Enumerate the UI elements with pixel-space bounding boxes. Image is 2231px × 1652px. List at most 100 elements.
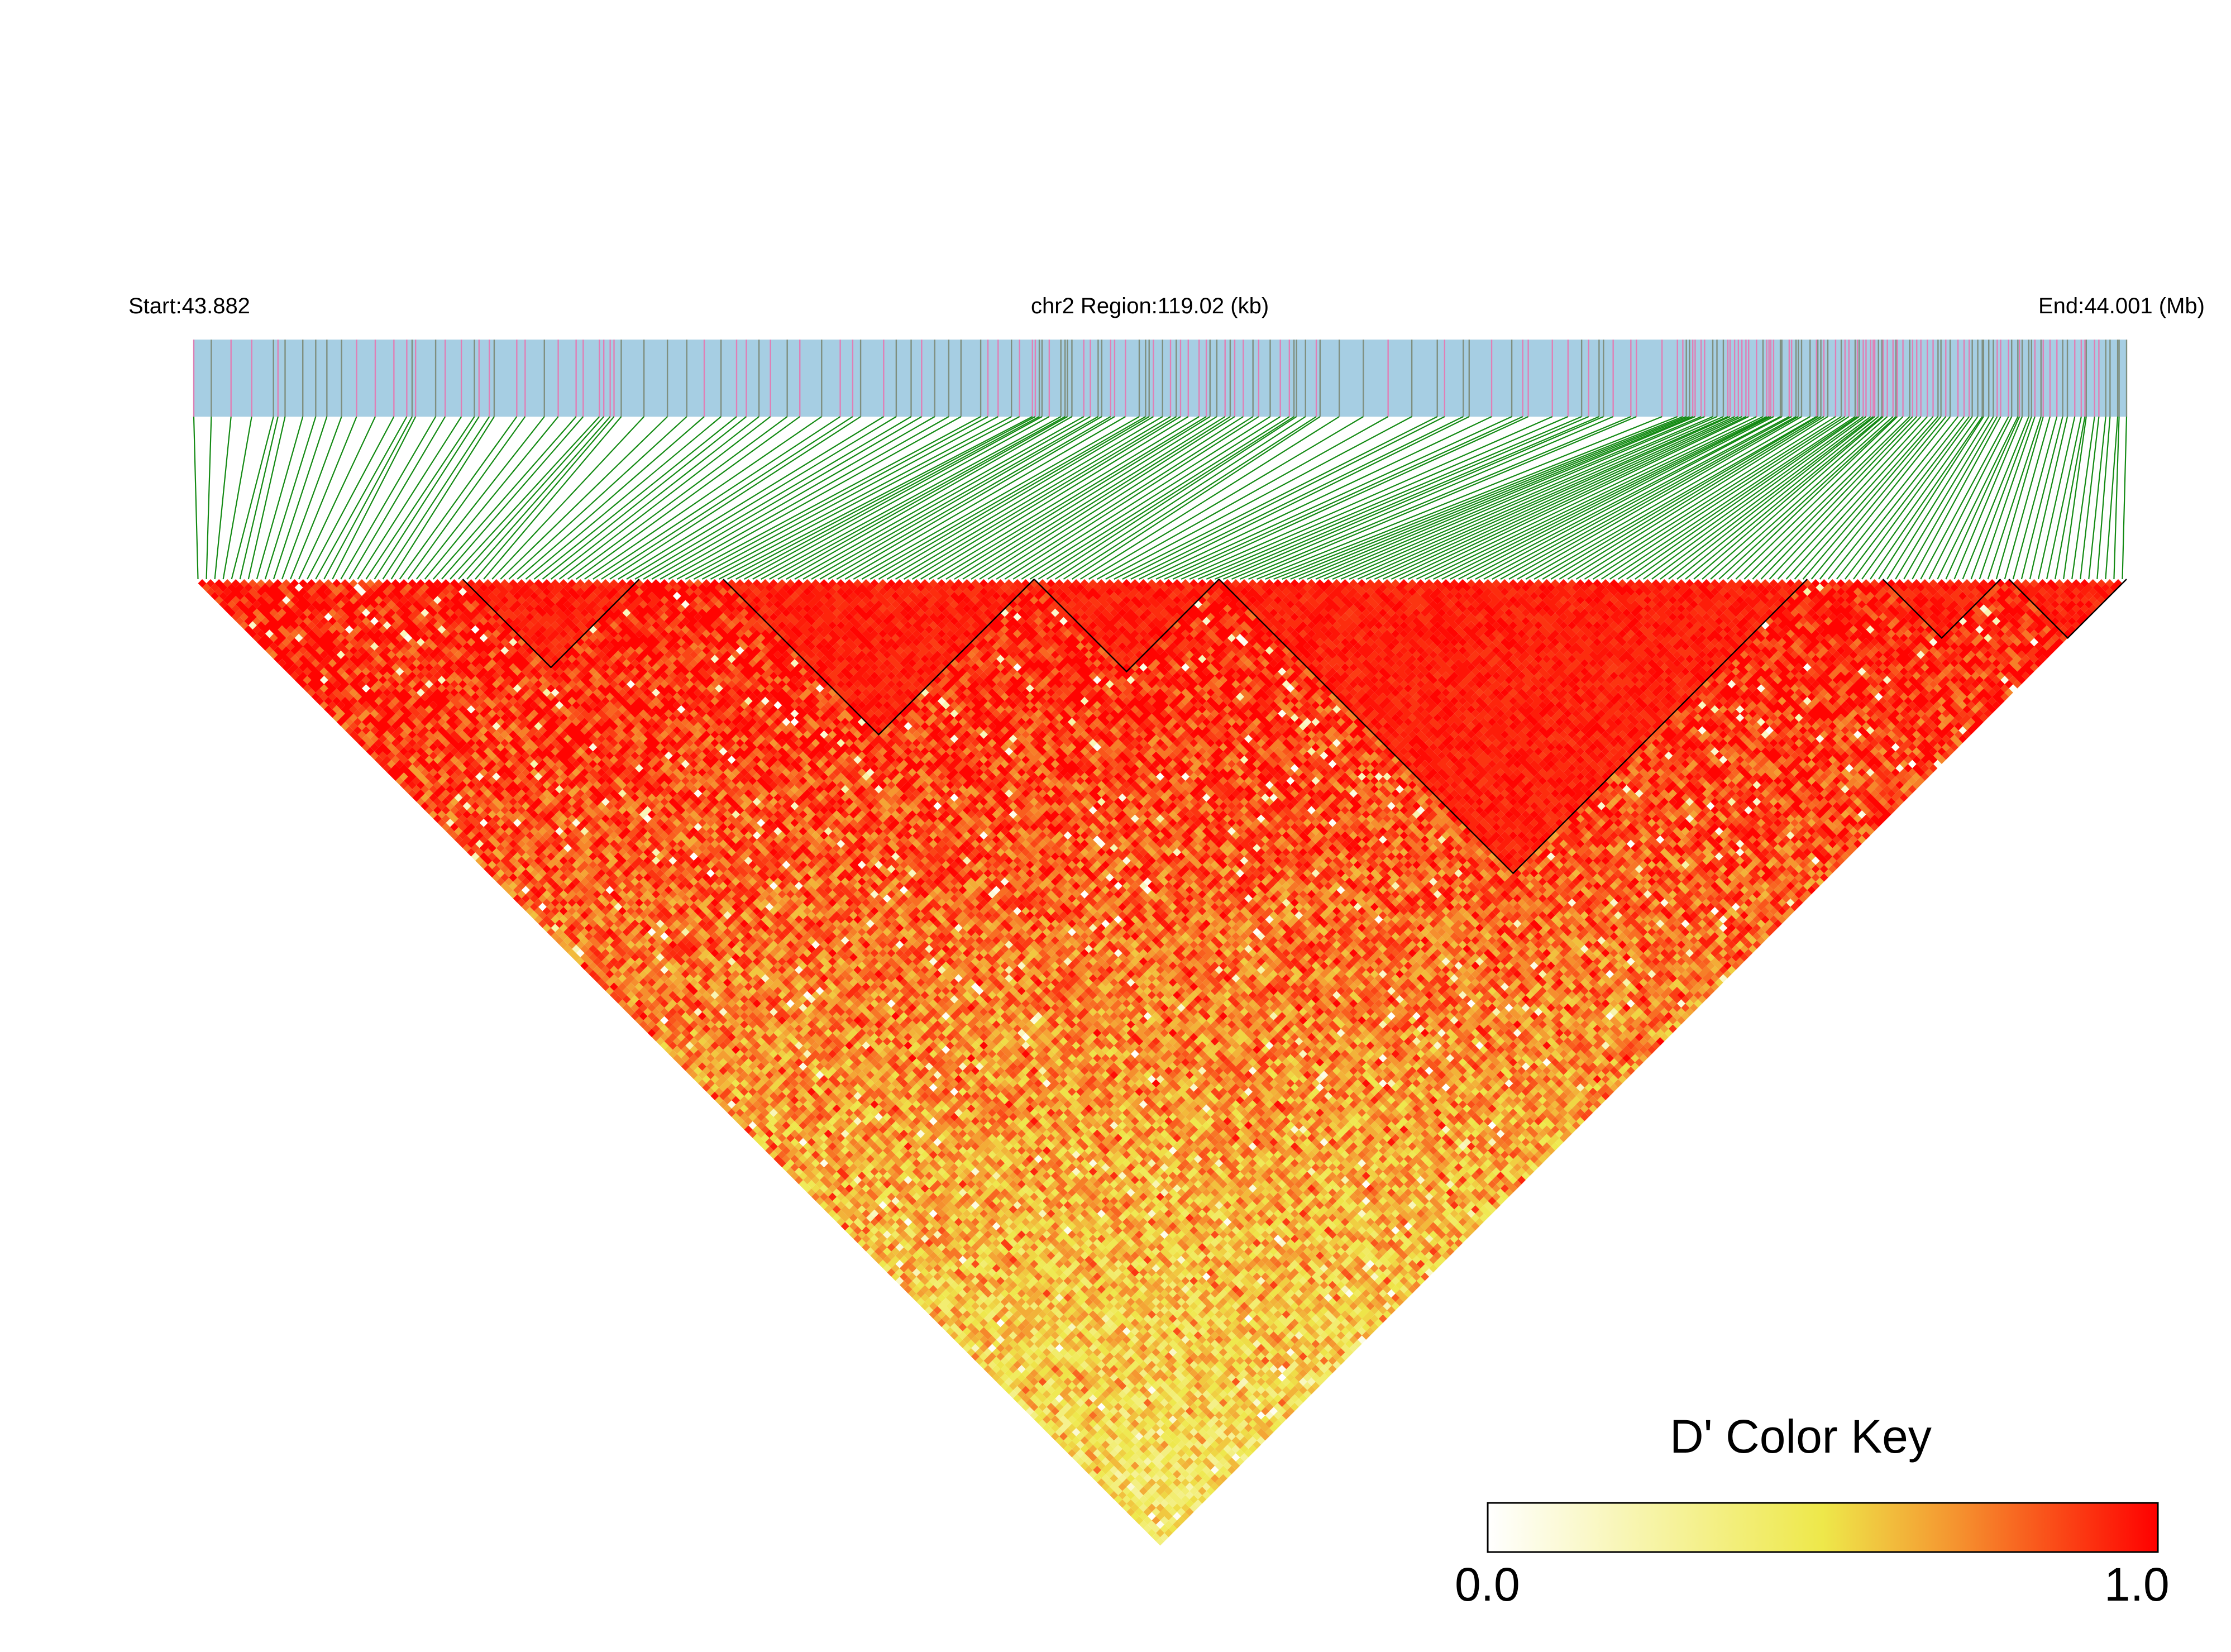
snp-connector: [727, 416, 1036, 580]
snp-connector: [811, 416, 1098, 580]
snp-connector: [433, 416, 577, 580]
snp-connector: [525, 416, 722, 580]
snp-connector: [1886, 416, 1990, 580]
snp-connector: [1315, 416, 1702, 580]
snp-connector: [558, 416, 771, 580]
snp-connector: [828, 416, 1111, 580]
snp-connector: [1265, 416, 1678, 580]
snp-connector: [365, 416, 475, 580]
snp-connector: [222, 416, 252, 580]
snp-connector: [954, 416, 1217, 580]
snp-connector: [651, 416, 935, 580]
snp-connector: [1307, 416, 1695, 580]
color-key-gradient: [1487, 1502, 2159, 1553]
snp-connector: [584, 416, 822, 580]
snp-connector: [390, 416, 495, 580]
snp-connector: [1181, 416, 1553, 580]
snp-connector: [609, 416, 861, 580]
snp-connector: [1676, 416, 1879, 580]
snp-connector: [1450, 416, 1771, 580]
snp-connector: [660, 416, 949, 580]
color-key-min-label: 0.0: [1455, 1558, 1520, 1611]
snp-connector: [861, 416, 1146, 580]
snp-connector: [1130, 416, 1464, 580]
snp-connector: [802, 416, 1091, 580]
ld-block-outline: [462, 579, 640, 669]
snp-connector: [500, 416, 668, 580]
snp-connector: [1937, 416, 2019, 580]
snp-connector: [1332, 416, 1713, 580]
region-start-label: Start:43.882: [128, 294, 250, 318]
snp-connector: [1710, 416, 1894, 580]
snp-connector: [1559, 416, 1824, 580]
ld-cell-group: [248, 579, 2068, 1302]
snp-connector: [1987, 416, 2042, 580]
snp-connector: [1365, 416, 1731, 580]
snp-connector: [1626, 416, 1860, 580]
snp-connector: [996, 416, 1254, 580]
snp-connector: [247, 416, 286, 580]
snp-connector: [634, 416, 912, 580]
snp-connector: [2046, 416, 2082, 580]
snp-connector: [1483, 416, 1790, 580]
snp-connector: [878, 416, 1154, 580]
snp-connector: [1214, 416, 1599, 580]
snp-connector: [1752, 416, 1913, 580]
snp-connector: [593, 416, 841, 580]
snp-connector: [1802, 416, 1942, 580]
snp-connector: [1206, 416, 1589, 580]
snp-connector: [1248, 416, 1637, 580]
snp-connector: [626, 416, 897, 580]
snp-connector: [1298, 416, 1693, 580]
snp-connector: [601, 416, 853, 580]
ld-block-outline: [2008, 579, 2127, 639]
snp-connector: [769, 416, 1066, 580]
snp-connector: [1920, 416, 2009, 580]
snp-connector: [701, 416, 1012, 580]
snp-connector: [239, 416, 279, 580]
snp-connector: [937, 416, 1207, 580]
snp-connector: [836, 416, 1115, 580]
ld-cell-group: [1005, 1344, 1358, 1533]
snp-connector: [281, 416, 342, 580]
ld-block-outline: [723, 579, 1035, 736]
snp-connector: [231, 416, 274, 580]
snp-connector: [576, 416, 800, 580]
color-key-bar: [1487, 1502, 2159, 1553]
snp-connector: [945, 416, 1211, 580]
snp-connector: [407, 416, 526, 580]
snp-connector: [348, 416, 446, 580]
snp-connector: [1853, 416, 1973, 580]
snp-connector: [1903, 416, 1998, 580]
snp-connector: [1845, 416, 1970, 580]
snp-connector: [761, 416, 1062, 580]
snp-connector: [1340, 416, 1717, 580]
snp-connector: [1702, 416, 1888, 580]
snp-connector: [382, 416, 490, 580]
snp-connector: [1584, 416, 1842, 580]
snp-connector: [1088, 416, 1364, 580]
snp-connector: [2012, 416, 2058, 580]
color-key-title: D' Color Key: [1670, 1410, 1932, 1463]
snp-connector: [1054, 416, 1306, 580]
snp-connector: [668, 416, 962, 580]
snp-connector: [1063, 416, 1317, 580]
snp-connector: [550, 416, 759, 580]
snp-connector: [1567, 416, 1828, 580]
snp-connector: [920, 416, 1189, 580]
snp-connector: [2063, 416, 2087, 580]
snp-connector: [1550, 416, 1822, 580]
snp-connector: [1105, 416, 1412, 580]
snp-connector: [374, 416, 480, 580]
snp-connector: [1139, 416, 1470, 580]
snp-connector: [399, 416, 518, 580]
snp-connector: [1441, 416, 1770, 580]
snp-connector: [1693, 416, 1884, 580]
snp-connector: [1425, 416, 1764, 580]
snp-connector: [1769, 416, 1922, 580]
snp-connector: [458, 416, 604, 580]
ld-heatmap-cells: [198, 579, 2123, 1546]
snp-connector: [508, 416, 687, 580]
snp-connector: [2055, 416, 2086, 580]
